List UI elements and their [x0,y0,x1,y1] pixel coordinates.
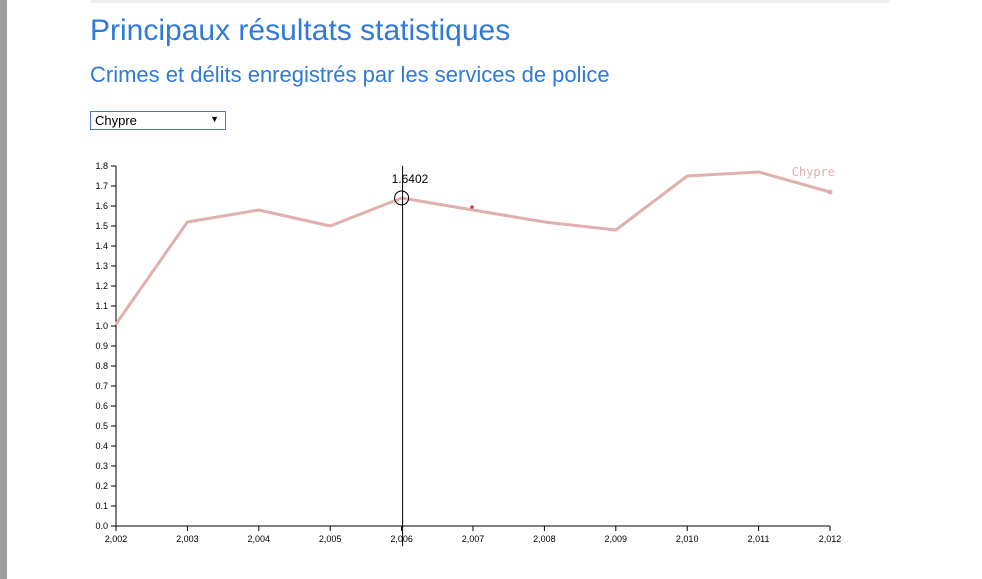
data-point [115,323,117,325]
series-label: Chypre [792,165,835,179]
hover-marker-dot [470,205,474,209]
series-end-dot [827,189,833,195]
y-tick-label: 1.8 [95,161,108,171]
crosshair-circle [394,190,410,206]
y-tick-label: 1.6 [95,201,108,211]
page-title: Principaux résultats statistiques [90,14,511,47]
data-point [400,197,403,199]
y-tick-label: 0.9 [95,341,108,351]
y-axis: 0.0 0.1 0.2 0.3 0.4 0.5 0.6 0.7 0.8 0.9 1.0 1.1 1.2 1… [95,161,117,531]
y-tick-label: 1.4 [95,241,108,251]
x-tick-label: 2,006 [390,534,413,544]
x-tick-label: 2,009 [605,534,628,544]
y-tick-label: 0.4 [95,441,108,451]
data-point [686,175,688,177]
x-tick-label: 2,003 [176,534,199,544]
top-divider [90,0,890,3]
x-axis: 2,002 2,003 2,004 2,005 2,006 2,007 2,008 2,009… [105,525,842,544]
y-tick-label: 0.1 [95,501,108,511]
data-point [472,209,474,211]
y-tick-label: 0.5 [95,421,108,431]
y-tick-label: 1.0 [95,321,108,331]
y-tick-label: 1.2 [95,281,108,291]
crosshair-value-label: 1.6402 [392,172,429,186]
triangle-down-icon: ▼ [210,114,219,124]
x-tick-label: 2,011 [748,534,770,544]
data-point [615,229,617,231]
y-tick-label: 0.8 [95,361,108,371]
window-edge-strip [0,0,7,579]
data-point [186,221,189,223]
data-point [543,221,546,223]
y-tick-label: 1.1 [95,301,108,311]
y-tick-label: 0.0 [95,521,108,531]
x-tick-label: 2,010 [676,534,699,544]
data-point [258,209,260,211]
country-select[interactable]: Chypre ▼ [90,111,226,130]
series-layer: Chypre [114,165,835,325]
y-tick-label: 0.7 [95,381,108,391]
x-tick-label: 2,005 [319,534,342,544]
data-point [757,171,760,173]
y-tick-label: 0.3 [95,461,108,471]
y-tick-label: 1.7 [95,181,108,191]
x-tick-label: 2,004 [248,534,271,544]
crosshair-overlay[interactable]: 1.6402 [392,166,474,546]
data-point [329,225,332,227]
x-tick-label: 2,012 [819,534,842,544]
y-tick-label: 1.5 [95,221,108,231]
y-tick-label: 0.6 [95,401,108,411]
y-tick-label: 1.3 [95,261,108,271]
series-line-chypre [114,170,831,325]
y-tick-label: 0.2 [95,481,108,491]
x-tick-label: 2,008 [533,534,556,544]
page-subtitle: Crimes et délits enregistrés par les ser… [90,62,610,87]
country-select-value: Chypre [95,113,137,128]
x-tick-label: 2,002 [105,534,128,544]
x-tick-label: 2,007 [462,534,485,544]
